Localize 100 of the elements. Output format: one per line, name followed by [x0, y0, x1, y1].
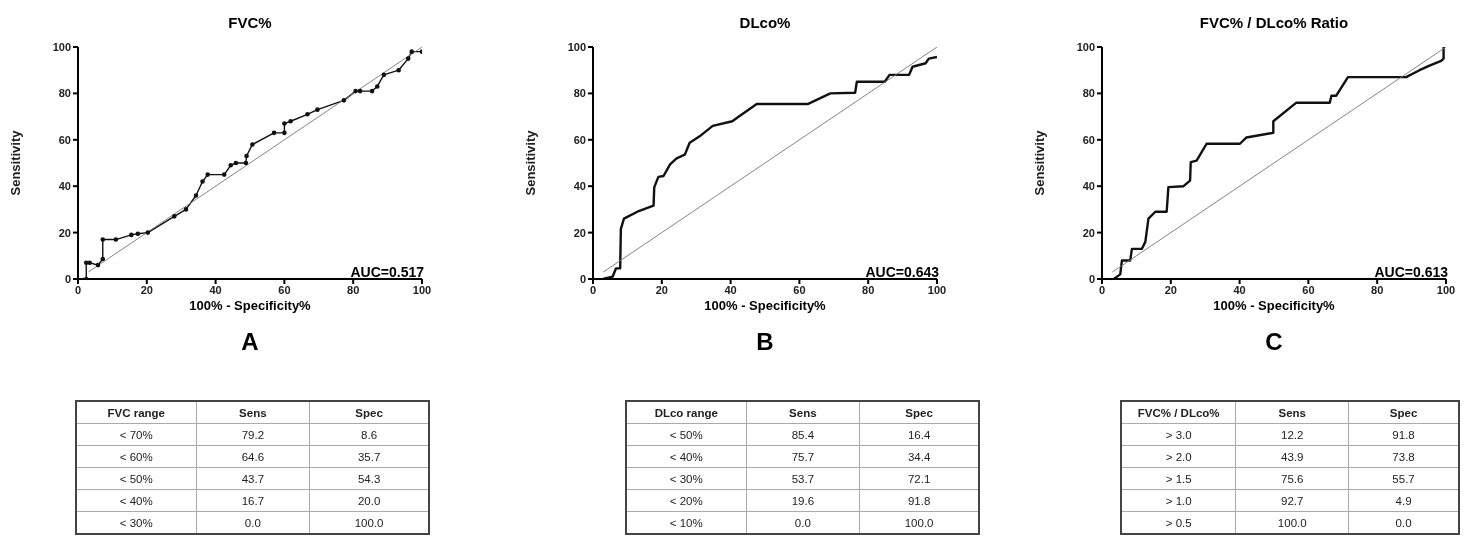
data-label: 16.4: [859, 423, 979, 446]
x-tick-label: 80: [862, 283, 875, 296]
data-label: 54.3: [309, 467, 429, 490]
data-label: 0.0: [1348, 511, 1459, 534]
category-label: < 30%: [76, 511, 197, 534]
annotation: AUC=0.613: [1373, 264, 1448, 280]
data-label: 85.4: [746, 423, 860, 446]
data-label: 100.0: [1235, 511, 1349, 534]
category-label: > 1.0: [1121, 489, 1236, 512]
data-label: 92.7: [1235, 489, 1349, 512]
data-label: 43.7: [196, 467, 310, 490]
category-label: < 30%: [626, 467, 747, 490]
data-label: 43.9: [1235, 445, 1349, 468]
x-tick-label: 100: [1436, 283, 1456, 296]
data-label: 91.8: [859, 489, 979, 512]
data-label: 100.0: [859, 511, 979, 534]
text: Spec: [859, 401, 979, 424]
x-tick-label: 80: [1371, 283, 1384, 296]
data-label: 12.2: [1235, 423, 1349, 446]
data-label: 75.7: [746, 445, 860, 468]
y-tick-label: 80: [58, 87, 71, 100]
category-label: > 1.5: [1121, 467, 1236, 490]
x-tick-label: 20: [655, 283, 668, 296]
text: B: [755, 328, 775, 356]
y-axis-title: Sensitivity: [522, 129, 538, 196]
legend-title: DLco range: [626, 401, 747, 424]
y-tick-label: 60: [1082, 133, 1095, 146]
y-tick-label: 0: [1088, 272, 1095, 285]
x-tick-label: 20: [140, 283, 153, 296]
category-label: < 70%: [76, 423, 197, 446]
x-tick-label: 20: [1164, 283, 1177, 296]
category-label: < 10%: [626, 511, 747, 534]
category-label: < 40%: [76, 489, 197, 512]
legend-title: FVC% / DLco%: [1121, 401, 1236, 424]
category-label: < 50%: [76, 467, 197, 490]
data-label: 75.6: [1235, 467, 1349, 490]
category-label: < 40%: [626, 445, 747, 468]
x-tick-label: 40: [1233, 283, 1246, 296]
x-axis-title: 100% - Specificity%: [703, 298, 827, 313]
data-label: 73.8: [1348, 445, 1459, 468]
data-label: 0.0: [746, 511, 860, 534]
annotation: AUC=0.643: [864, 264, 939, 280]
y-tick-label: 40: [1082, 180, 1095, 193]
y-tick-label: 80: [573, 87, 586, 100]
data-label: 4.9: [1348, 489, 1459, 512]
y-tick-label: 20: [573, 226, 586, 239]
category-label: > 0.5: [1121, 511, 1236, 534]
x-axis-title: 100% - Specificity%: [188, 298, 312, 313]
category-label: < 20%: [626, 489, 747, 512]
x-tick-label: 60: [1302, 283, 1315, 296]
x-tick-label: 0: [589, 283, 597, 296]
data-label: 100.0: [309, 511, 429, 534]
x-tick-label: 40: [724, 283, 737, 296]
y-tick-label: 100: [1076, 40, 1095, 53]
y-tick-label: 20: [58, 226, 71, 239]
y-tick-label: 60: [573, 133, 586, 146]
chart-title: FVC%: [227, 14, 273, 31]
data-label: 8.6: [309, 423, 429, 446]
category-label: < 50%: [626, 423, 747, 446]
x-tick-label: 0: [74, 283, 82, 296]
x-tick-label: 40: [209, 283, 222, 296]
chart-title: DLco%: [738, 14, 792, 31]
category-label: < 60%: [76, 445, 197, 468]
data-label: 64.6: [196, 445, 310, 468]
y-axis-title: Sensitivity: [7, 129, 23, 196]
data-label: 35.7: [309, 445, 429, 468]
data-label: 0.0: [196, 511, 310, 534]
x-tick-label: 0: [1098, 283, 1106, 296]
data-label: 91.8: [1348, 423, 1459, 446]
data-label: 55.7: [1348, 467, 1459, 490]
text: Spec: [309, 401, 429, 424]
y-tick-label: 40: [58, 180, 71, 193]
x-tick-label: 100: [927, 283, 947, 296]
annotation: AUC=0.517: [349, 264, 424, 280]
y-tick-label: 100: [567, 40, 586, 53]
legend-title: FVC range: [76, 401, 197, 424]
y-tick-label: 60: [58, 133, 71, 146]
text: C: [1264, 328, 1284, 356]
y-tick-label: 0: [579, 272, 586, 285]
y-tick-label: 0: [64, 272, 71, 285]
x-tick-label: 60: [793, 283, 806, 296]
data-label: 34.4: [859, 445, 979, 468]
chart-title: FVC% / DLco% Ratio: [1198, 14, 1350, 31]
data-label: 20.0: [309, 489, 429, 512]
text: Spec: [1348, 401, 1459, 424]
y-tick-label: 20: [1082, 226, 1095, 239]
category-label: > 3.0: [1121, 423, 1236, 446]
y-tick-label: 80: [1082, 87, 1095, 100]
x-tick-label: 100: [412, 283, 432, 296]
x-axis-title: 100% - Specificity%: [1212, 298, 1336, 313]
data-label: 79.2: [196, 423, 310, 446]
y-tick-label: 100: [52, 40, 71, 53]
x-tick-label: 60: [278, 283, 291, 296]
text: Sens: [1235, 401, 1349, 424]
data-label: 72.1: [859, 467, 979, 490]
y-tick-label: 40: [573, 180, 586, 193]
text: Sens: [746, 401, 860, 424]
data-label: 19.6: [746, 489, 860, 512]
category-label: > 2.0: [1121, 445, 1236, 468]
text: Sens: [196, 401, 310, 424]
